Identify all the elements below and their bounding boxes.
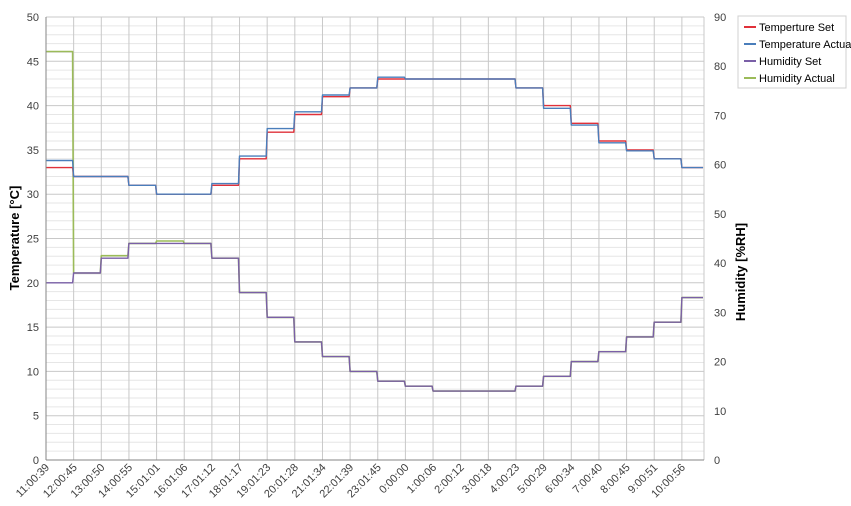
legend-label-temperature-actual: Temperature Actual bbox=[759, 39, 851, 51]
right-axis-ticks: 0 10 20 30 40 50 60 70 80 90 bbox=[714, 12, 726, 467]
x-tick-label: 5:00:29 bbox=[515, 462, 549, 496]
x-tick-label: 2:00:12 bbox=[432, 462, 466, 496]
y2-tick-label: 10 bbox=[714, 406, 726, 418]
y-tick-label: 40 bbox=[27, 101, 39, 113]
legend-frame bbox=[737, 15, 847, 89]
series-layer bbox=[46, 50, 703, 392]
left-axis-ticks: 0 5 10 15 20 25 30 35 40 45 50 bbox=[27, 12, 39, 467]
x-tick-label: 3:00:18 bbox=[460, 462, 494, 496]
legend-label-humidity-set: Humidity Set bbox=[759, 56, 821, 68]
plot-grid bbox=[45, 16, 705, 461]
series-line-humidity-actual bbox=[46, 50, 703, 392]
y-tick-label: 25 bbox=[27, 234, 39, 246]
x-tick-label: 1:00:06 bbox=[405, 462, 439, 496]
y-tick-label: 20 bbox=[27, 278, 39, 290]
y-tick-label: 0 bbox=[33, 455, 39, 467]
legend: Temperture Set Temperature Actual Humidi… bbox=[737, 15, 851, 89]
x-axis-ticks: 11:00:3912:00:4513:00:5014:00:5515:01:01… bbox=[14, 462, 688, 501]
x-tick-label: 6:00:34 bbox=[543, 462, 577, 496]
y-tick-label: 5 bbox=[33, 411, 39, 423]
y2-tick-label: 90 bbox=[714, 12, 726, 24]
y2-tick-label: 20 bbox=[714, 357, 726, 369]
y-axis-title: Temperature [°C] bbox=[7, 186, 22, 291]
y2-axis-title: Humidity [%RH] bbox=[733, 223, 748, 321]
axes bbox=[45, 17, 704, 461]
y2-tick-label: 60 bbox=[714, 160, 726, 172]
y-tick-label: 45 bbox=[27, 56, 39, 68]
series-line-humidity-set bbox=[46, 242, 703, 392]
y2-tick-label: 50 bbox=[714, 209, 726, 221]
y-tick-label: 10 bbox=[27, 366, 39, 378]
y2-tick-label: 80 bbox=[714, 61, 726, 73]
y-tick-label: 30 bbox=[27, 189, 39, 201]
x-tick-label: 7:00:40 bbox=[571, 462, 605, 496]
x-tick-label: 0:00:00 bbox=[377, 462, 411, 496]
x-tick-label: 4:00:23 bbox=[488, 462, 522, 496]
x-tick-label: 8:00:45 bbox=[598, 462, 632, 496]
y2-tick-label: 30 bbox=[714, 307, 726, 319]
series-line-temperature-actual bbox=[46, 76, 703, 195]
y2-tick-label: 40 bbox=[714, 258, 726, 270]
y2-tick-label: 70 bbox=[714, 110, 726, 122]
y-tick-label: 15 bbox=[27, 322, 39, 334]
y-tick-label: 50 bbox=[27, 12, 39, 24]
y2-tick-label: 0 bbox=[714, 455, 720, 467]
legend-label-temperature-set: Temperture Set bbox=[759, 22, 834, 34]
y-tick-label: 35 bbox=[27, 145, 39, 157]
legend-label-humidity-actual: Humidity Actual bbox=[759, 73, 835, 85]
